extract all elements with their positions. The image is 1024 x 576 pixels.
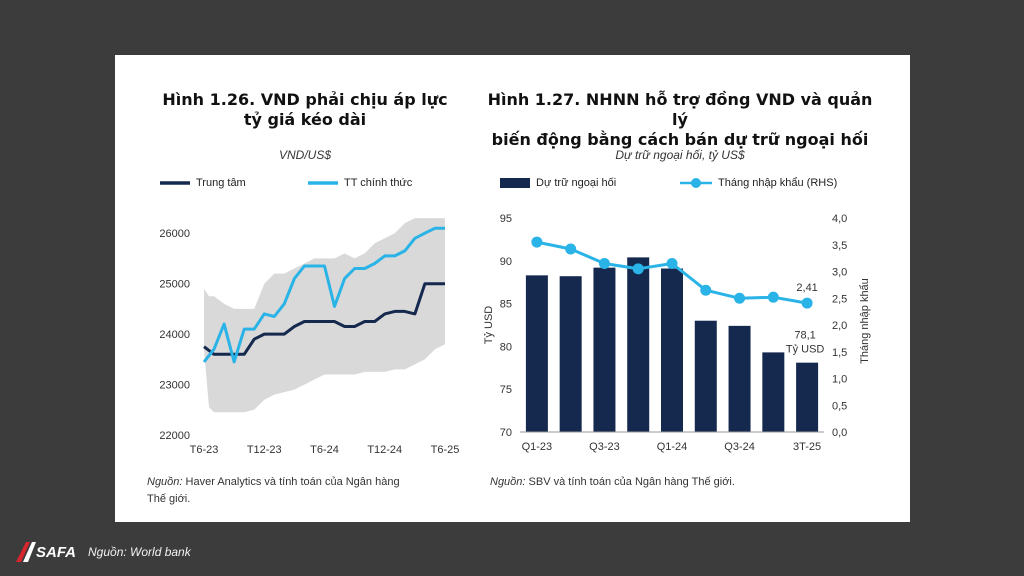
y2-tick-label: 1,0 [832,374,847,386]
y2-tick-label: 2,0 [832,320,847,332]
import-months-point [767,291,779,303]
official-rate-line [202,226,445,364]
y-tick-label: 80 [500,341,512,353]
y-tick-label: 90 [500,256,512,268]
import-months-point [565,243,577,255]
y2-tick-label: 3,5 [832,240,847,252]
x-tick-label: Q1-24 [657,441,688,453]
legend-label: Trung tâm [196,177,246,189]
y-tick-label: 26000 [159,228,190,240]
x-tick-label: T6-25 [431,444,460,456]
footer-source: Nguồn: World bank [88,545,191,559]
cyan-line-swatch [308,181,338,185]
figure-card [115,55,910,522]
x-tick-label: Q3-23 [589,441,620,453]
x-tick-label: Q3-24 [724,441,755,453]
x-tick-label: 3T-25 [793,441,821,453]
reserve-bar [559,276,582,432]
y-tick-label: 22000 [159,430,190,442]
reserve-bar [661,268,683,432]
reserve-bar [762,352,785,432]
import-months-point [801,297,813,309]
left-chart-title: Hình 1.26. VND phải chịu áp lực tỷ giá k… [162,90,448,129]
y2-tick-label: 0,0 [832,427,847,439]
left-chart-subtitle: VND/US$ [278,148,331,162]
legend-label: Dự trữ ngoại hối [536,177,617,189]
y-tick-label: 24000 [159,329,190,341]
x-tick-label: T12-24 [367,444,402,456]
x-tick-label: T6-23 [190,444,219,456]
reserve-bar [796,362,819,432]
y-tick-label: 85 [500,299,512,311]
legend-label: TT chính thức [344,177,413,189]
x-tick-label: Q1-23 [522,441,553,453]
right-legend-item-reserves: Dự trữ ngoại hối [500,177,616,189]
left-legend-item-official: TT chính thức [308,177,412,189]
right-legend-item-months: Tháng nhập khẩu (RHS) [680,177,837,189]
import-months-point [700,284,712,296]
reserve-bar [593,267,616,432]
y2-tick-label: 4,0 [832,213,847,225]
data-label-months: 2,41 [796,282,817,294]
import-months-point [632,263,644,275]
left-line-chart: 22000 23000 24000 25000 26000 T6-23 T12-23 T6-2… [159,218,460,456]
reserve-bar [728,325,751,432]
cyan-marker-line-swatch [680,178,712,188]
uncertainty-band [204,218,445,413]
navy-line-swatch [160,181,190,185]
right-chart-subtitle: Dự trữ ngoại hối, tỷ US$ [615,148,745,162]
import-months-point [531,236,543,248]
x-tick-label: T12-23 [247,444,282,456]
safa-logo: SAFA [16,542,76,562]
reserve-bar [694,320,717,432]
y-tick-label: 75 [500,384,512,396]
left-source-note: Nguồn: Haver Analytics và tính toán của … [147,476,400,505]
y-tick-label: 23000 [159,380,190,392]
import-months-point [666,257,678,269]
x-tick-label: T6-24 [310,444,339,456]
central-rate-line [203,282,445,356]
right-chart-title: Hình 1.27. NHNN hỗ trợ đồng VND và quản … [487,90,873,149]
svg-text:SAFA: SAFA [36,544,76,561]
y2-tick-label: 3,0 [832,267,847,279]
import-months-point [598,257,610,269]
y2-tick-label: 0,5 [832,400,847,412]
y-tick-label: 95 [500,213,512,225]
reserve-bar [627,257,650,432]
y2-tick-label: 2,5 [832,293,847,305]
right-bar-line-chart: 70 75 80 85 90 95 0,0 0,5 1,0 1,5 2,0 2,5 3,0 3,5 4,0 T… [483,213,871,453]
data-label-reserves-unit: Tỷ USD [786,344,825,356]
left-legend-item-central: Trung tâm [160,177,246,189]
reserve-bar [525,275,548,432]
y-axis-label: Tỷ USD [483,306,495,345]
navy-bar-swatch [500,178,530,188]
y2-tick-label: 1,5 [832,347,847,359]
legend-label: Tháng nhập khẩu (RHS) [718,177,838,189]
y-tick-label: 70 [500,427,512,439]
right-source-note: Nguồn: SBV và tính toán của Ngân hàng Th… [490,476,735,488]
data-label-reserves: 78,1 [794,330,815,342]
y2-axis-label: Tháng nhập khẩu [859,278,871,364]
y-tick-label: 25000 [159,279,190,291]
import-months-point [734,292,746,304]
